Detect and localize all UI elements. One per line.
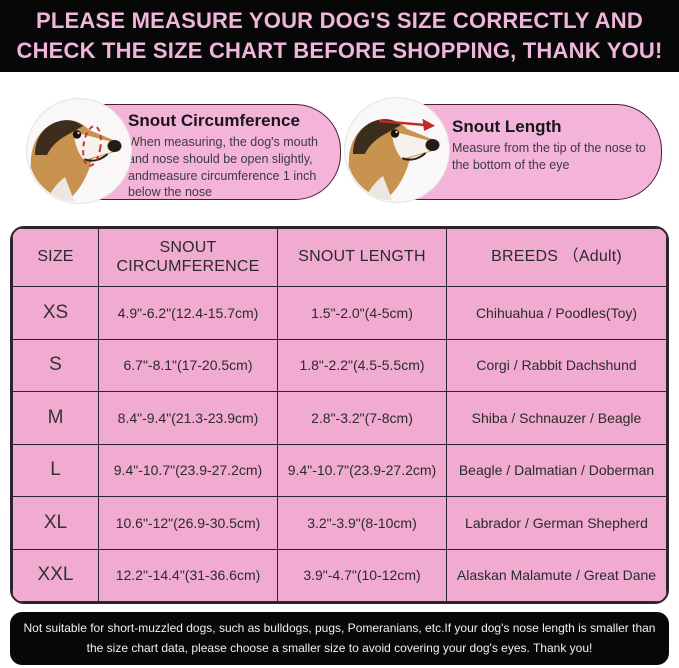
snout-circumference-instructions: When measuring, the dog's mouth and nose…: [128, 135, 318, 200]
table-row-xxl: XXL 12.2"-14.4"(31-36.6cm) 3.9"-4.7"(10-…: [12, 548, 667, 602]
header-size: SIZE: [12, 228, 99, 287]
breeds-value: Alaskan Malamute / Great Dane: [446, 548, 667, 602]
breeds-value: Chihuahua / Poodles(Toy): [446, 286, 667, 340]
length-measure-arrow-icon: [378, 118, 435, 131]
breeds-value: Corgi / Rabbit Dachshund: [446, 338, 667, 392]
dog-photo-circumference: [27, 99, 131, 203]
dog-head-icon: [345, 98, 449, 202]
length-value: 3.9"-4.7"(10-12cm): [277, 548, 447, 602]
dog-head-icon: [27, 99, 131, 203]
table-row-m: M 8.4"-9.4"(21.3-23.9cm) 2.8"-3.2"(7-8cm…: [12, 391, 667, 445]
header-snout-length: SNOUT LENGTH: [277, 228, 447, 287]
banner-line-1: PLEASE MEASURE YOUR DOG'S SIZE CORRECTLY…: [36, 8, 643, 33]
table-row-l: L 9.4"-10.7"(23.9-27.2cm) 9.4"-10.7"(23.…: [12, 443, 667, 497]
circumference-value: 8.4"-9.4"(21.3-23.9cm): [98, 391, 278, 445]
size-label: M: [12, 391, 99, 445]
breeds-value: Shiba / Schnauzer / Beagle: [446, 391, 667, 445]
circumference-value: 6.7"-8.1"(17-20.5cm): [98, 338, 278, 392]
length-value: 1.8"-2.2"(4.5-5.5cm): [277, 338, 447, 392]
length-value: 9.4"-10.7"(23.9-27.2cm): [277, 443, 447, 497]
header-snout-circumference: SNOUT CIRCUMFERENCE: [98, 228, 278, 287]
length-value: 2.8"-3.2"(7-8cm): [277, 391, 447, 445]
top-warning-banner: PLEASE MEASURE YOUR DOG'S SIZE CORRECTLY…: [0, 0, 679, 72]
table-row-xl: XL 10.6"-12"(26.9-30.5cm) 3.2"-3.9"(8-10…: [12, 496, 667, 550]
header-breeds: BREEDS （Adult): [446, 228, 667, 287]
table-header-row: SIZE SNOUT CIRCUMFERENCE SNOUT LENGTH BR…: [12, 228, 667, 287]
size-label: L: [12, 443, 99, 497]
breeds-value: Labrador / German Shepherd: [446, 496, 667, 550]
size-label: XXL: [12, 548, 99, 602]
size-label: XL: [12, 496, 99, 550]
circumference-value: 10.6"-12"(26.9-30.5cm): [98, 496, 278, 550]
circumference-value: 12.2"-14.4"(31-36.6cm): [98, 548, 278, 602]
dashed-circumference-ellipse-icon: [82, 125, 102, 167]
size-label: XS: [12, 286, 99, 340]
footer-note-text: Not suitable for short-muzzled dogs, suc…: [23, 620, 656, 655]
size-chart-table: SIZE SNOUT CIRCUMFERENCE SNOUT LENGTH BR…: [10, 226, 669, 604]
length-value: 3.2"-3.9"(8-10cm): [277, 496, 447, 550]
circumference-value: 9.4"-10.7"(23.9-27.2cm): [98, 443, 278, 497]
footer-warning-note: Not suitable for short-muzzled dogs, suc…: [10, 612, 669, 665]
table-row-xs: XS 4.9"-6.2"(12.4-15.7cm) 1.5"-2.0"(4-5c…: [12, 286, 667, 340]
table-row-s: S 6.7"-8.1"(17-20.5cm) 1.8"-2.2"(4.5-5.5…: [12, 338, 667, 392]
snout-circumference-title: Snout Circumference: [128, 111, 300, 130]
dog-photo-length: [345, 98, 449, 202]
banner-line-2: CHECK THE SIZE CHART BEFORE SHOPPING, TH…: [16, 38, 663, 63]
breeds-value: Beagle / Dalmatian / Doberman: [446, 443, 667, 497]
size-label: S: [12, 338, 99, 392]
snout-length-instructions: Measure from the tip of the nose to the …: [452, 141, 646, 172]
circumference-value: 4.9"-6.2"(12.4-15.7cm): [98, 286, 278, 340]
snout-length-title: Snout Length: [452, 117, 562, 136]
length-value: 1.5"-2.0"(4-5cm): [277, 286, 447, 340]
